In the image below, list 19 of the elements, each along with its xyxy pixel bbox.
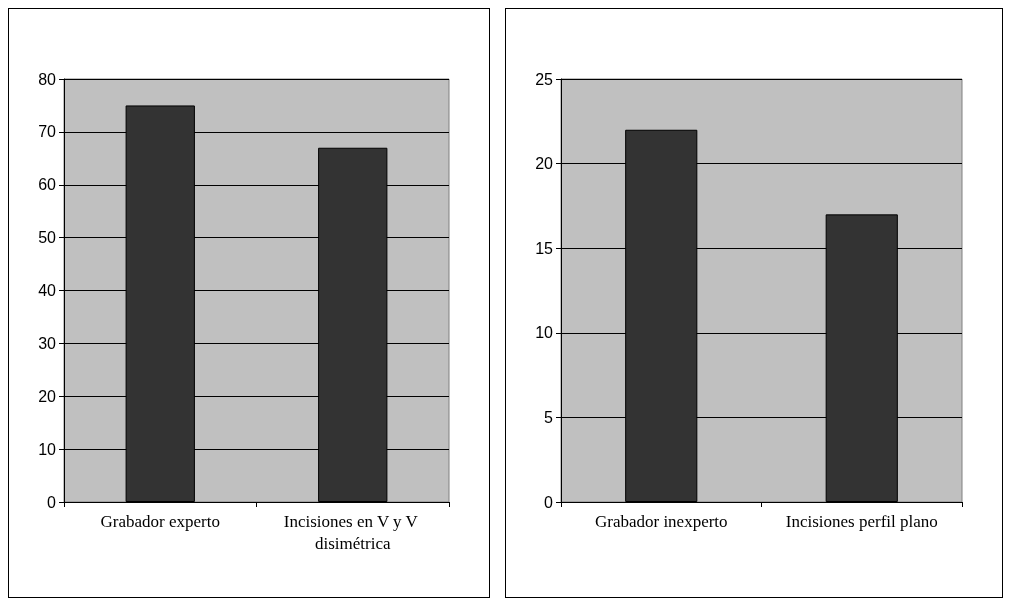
x-tick-label: Grabador experto xyxy=(100,511,220,531)
y-tick-label: 25 xyxy=(535,70,554,88)
y-tick-label: 70 xyxy=(38,123,57,141)
y-tick-label: 40 xyxy=(38,282,57,299)
x-tick-label: Incisiones en V y V disimétrica xyxy=(283,511,422,553)
y-tick-label: 0 xyxy=(47,493,57,511)
y-tick-label: 20 xyxy=(38,387,57,405)
y-tick-label: 10 xyxy=(535,324,554,342)
y-tick-label: 80 xyxy=(38,70,57,88)
y-tick-label: 0 xyxy=(544,493,554,511)
y-tick-label: 15 xyxy=(535,239,554,257)
y-tick-label: 30 xyxy=(38,334,57,352)
y-tick-label: 60 xyxy=(38,176,57,194)
x-tick-label: Grabador inexperto xyxy=(594,511,728,531)
y-tick-label: 50 xyxy=(38,229,57,247)
x-tick-label: Incisiones perfil plano xyxy=(785,511,938,531)
y-tick-label: 20 xyxy=(535,155,554,173)
y-tick-label: 10 xyxy=(38,440,57,458)
y-tick-label: 5 xyxy=(544,408,554,426)
